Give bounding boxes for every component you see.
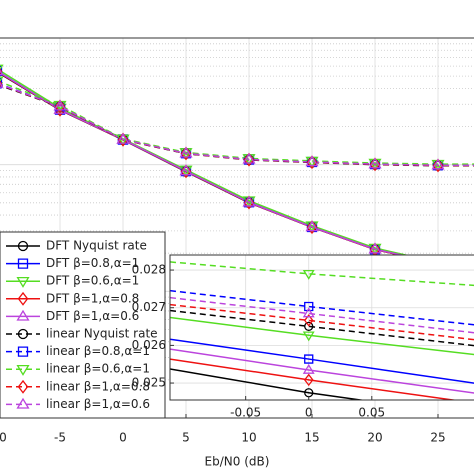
legend-marker <box>17 240 29 252</box>
marker <box>53 99 67 111</box>
series-line <box>170 368 366 400</box>
series-line <box>0 83 474 166</box>
legend-marker <box>17 258 29 269</box>
series-line <box>170 296 474 334</box>
series-line <box>170 358 459 400</box>
marker <box>305 220 319 232</box>
x-tick-label: 0 <box>119 431 127 445</box>
plot-content <box>170 255 474 400</box>
legend-label: linear β=0.8,α=1 <box>46 344 150 358</box>
x-tick-label: 5 <box>182 431 190 445</box>
y-tick-label: 0.025 <box>132 376 166 390</box>
marker <box>303 373 314 387</box>
legend-label: linear Nyquist rate <box>46 327 158 341</box>
legend-label: DFT Nyquist rate <box>46 239 147 253</box>
marker <box>242 152 256 164</box>
marker <box>306 220 318 235</box>
legend-marker <box>16 397 30 409</box>
marker <box>180 146 192 161</box>
legend-marker <box>16 309 30 321</box>
legend-marker <box>16 276 30 288</box>
marker <box>54 99 66 114</box>
legend-label: linear β=1,α=0.6 <box>46 397 150 411</box>
marker <box>117 132 129 147</box>
x-tick-label: 10 <box>241 431 256 445</box>
marker <box>304 354 314 364</box>
legend-label: DFT β=1,α=0.6 <box>46 309 139 323</box>
legend-marker <box>17 328 29 340</box>
marker <box>304 301 314 312</box>
marker <box>0 65 3 77</box>
marker <box>369 157 381 172</box>
series-line <box>170 289 474 326</box>
legend-label: DFT β=1,α=0.8 <box>46 291 139 305</box>
series-line <box>170 303 474 341</box>
x-tick-label: 15 <box>304 431 319 445</box>
legend-label: DFT β=0.6,α=1 <box>46 274 139 288</box>
legend-marker <box>17 291 29 306</box>
legend-marker <box>16 364 30 376</box>
legend-label: DFT β=0.8,α=1 <box>46 256 139 270</box>
marker <box>302 307 315 318</box>
marker <box>303 314 314 327</box>
marker <box>431 158 445 170</box>
series-line <box>170 309 474 347</box>
y-tick-label: 0.027 <box>132 300 166 314</box>
marker <box>302 269 315 280</box>
marker <box>116 132 130 144</box>
legend-marker <box>17 379 29 394</box>
legend-label: linear β=1,α=0.8 <box>46 379 150 393</box>
marker <box>302 363 315 374</box>
series-line <box>0 81 474 165</box>
series-line <box>170 348 474 394</box>
series-line <box>170 316 474 356</box>
marker <box>243 195 255 210</box>
legend-label: linear β=0.6,α=1 <box>46 362 150 376</box>
x-tick-label: 25 <box>430 431 445 445</box>
x-tick-label: 20 <box>367 431 382 445</box>
plot-frame <box>169 254 474 401</box>
x-tick-label: -10 <box>0 431 7 445</box>
marker <box>179 164 193 176</box>
y-tick-label: 0.028 <box>132 263 166 277</box>
marker <box>432 158 444 173</box>
marker <box>179 146 193 158</box>
x-axis-label: Eb/N0 (dB) <box>205 455 270 469</box>
x-tick-label: -0.05 <box>230 406 261 420</box>
marker <box>304 388 314 398</box>
x-tick-label: 0 <box>305 406 313 420</box>
marker <box>243 152 255 167</box>
series-line <box>170 338 474 384</box>
marker <box>305 155 319 167</box>
series-line <box>170 261 474 287</box>
x-tick-label: 0.05 <box>358 406 385 420</box>
y-tick-label: 0.026 <box>132 338 166 352</box>
legend-marker <box>17 346 29 357</box>
x-tick-label: -5 <box>54 431 66 445</box>
marker <box>368 242 382 254</box>
marker <box>368 157 382 169</box>
marker <box>242 195 256 207</box>
marker <box>306 155 318 170</box>
marker <box>302 331 315 342</box>
